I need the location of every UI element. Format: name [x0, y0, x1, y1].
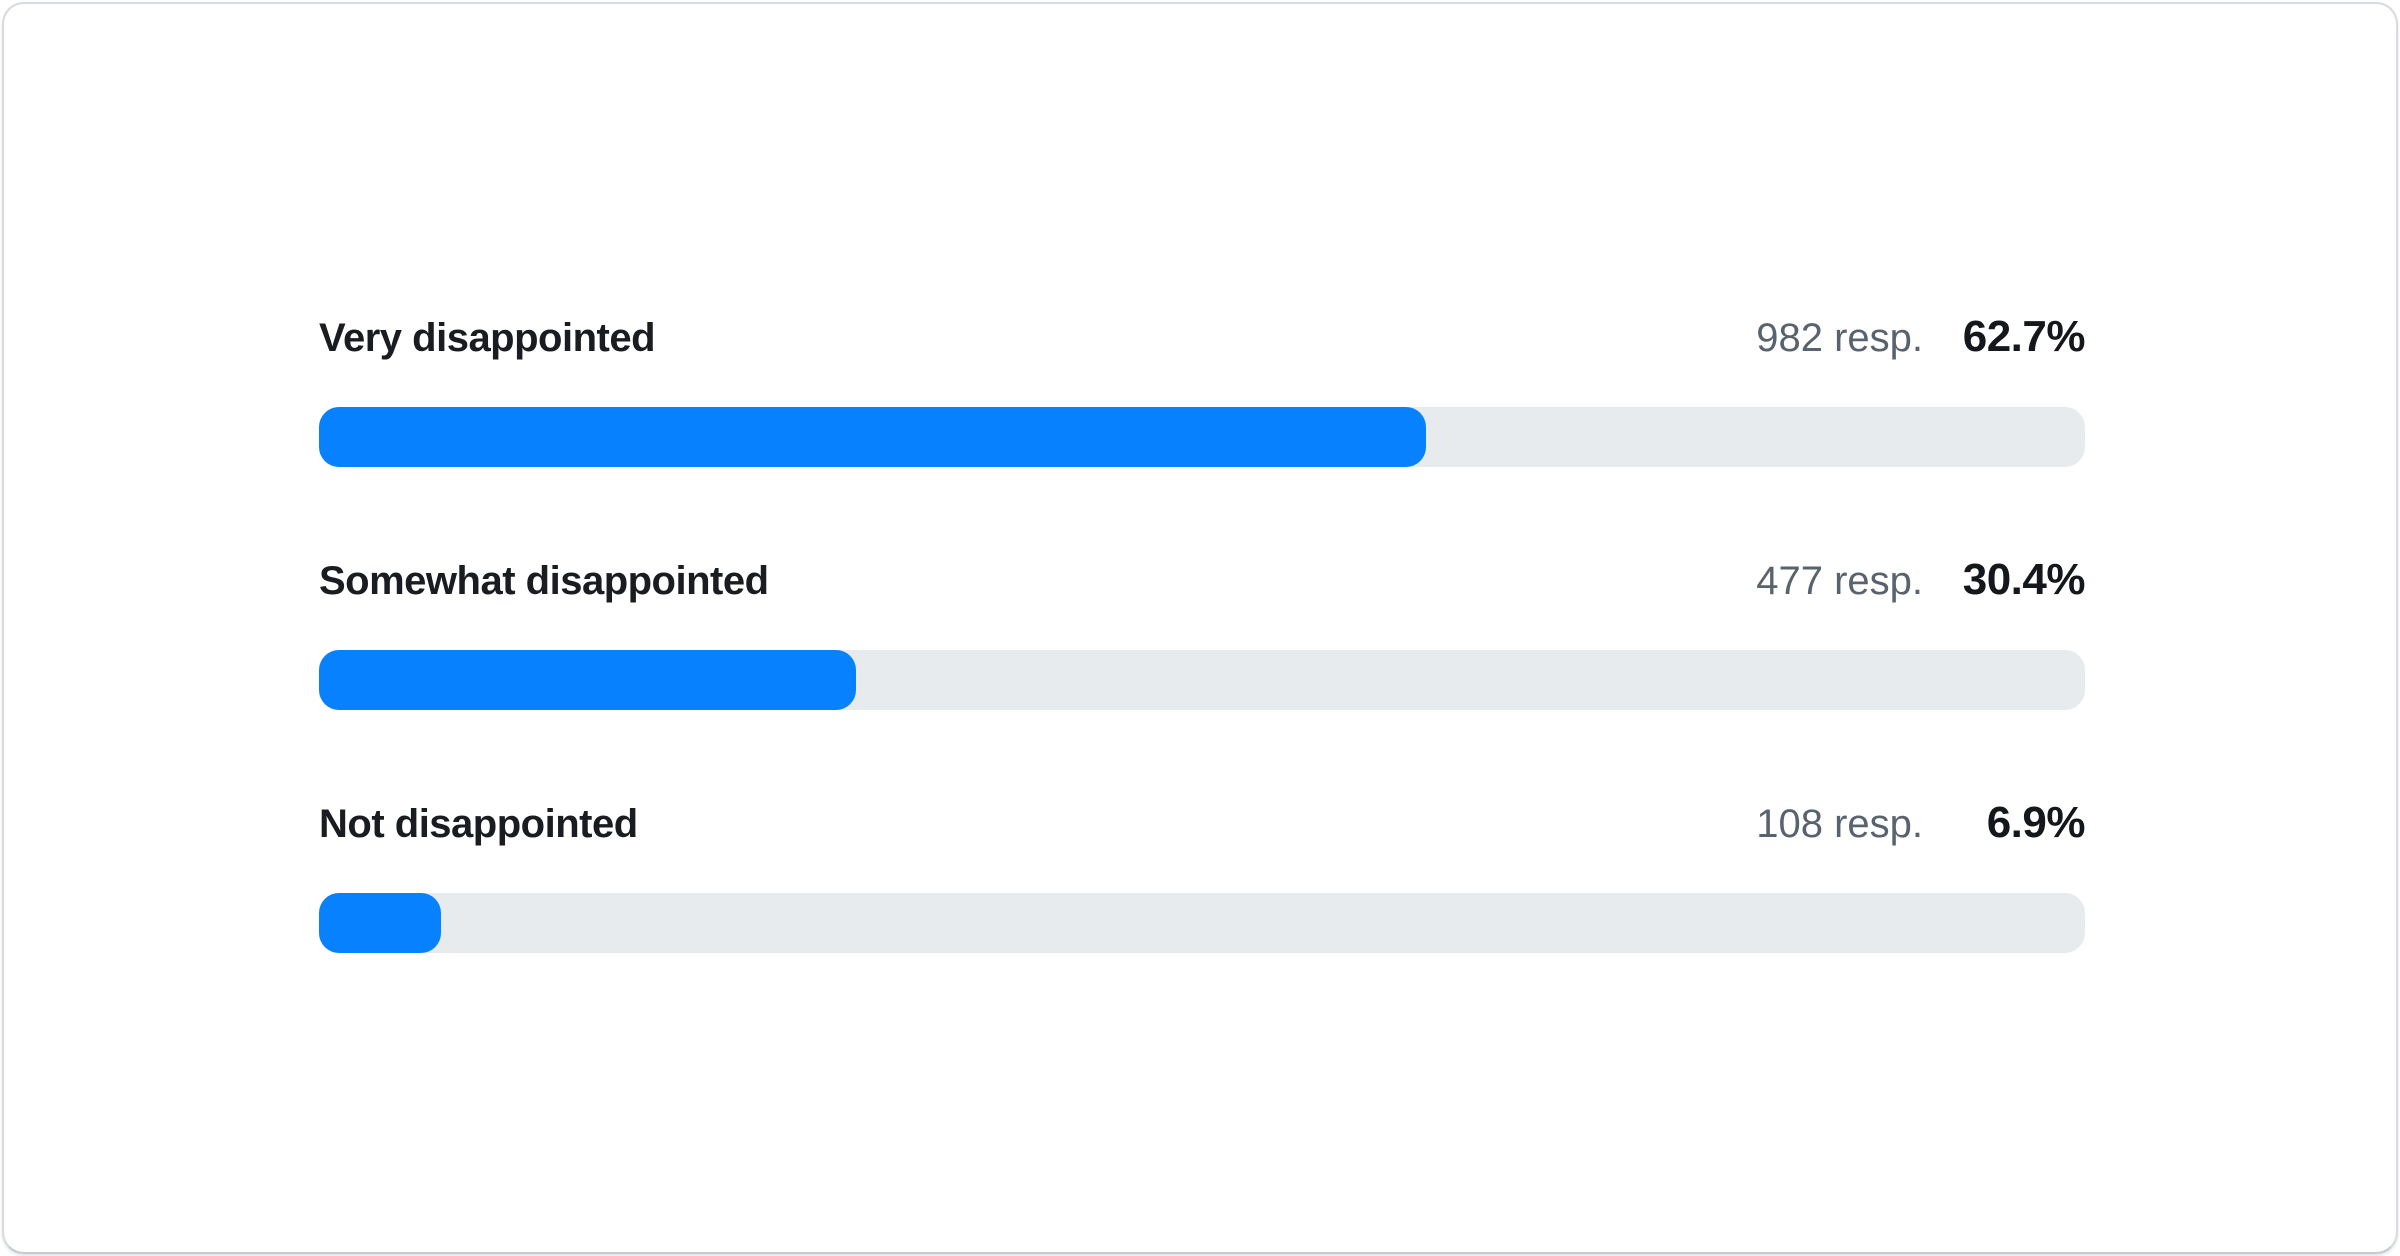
survey-results-list: Very disappointed 982 resp. 62.7% Somewh…	[319, 313, 2086, 953]
percentage-value: 30.4%	[1962, 555, 2086, 604]
row-metrics: 477 resp. 30.4%	[1756, 556, 2085, 605]
answer-label: Very disappointed	[319, 316, 656, 360]
respondent-count: 477 resp.	[1756, 559, 1923, 603]
answer-label: Somewhat disappointed	[319, 559, 769, 603]
percentage-value: 6.9%	[1986, 798, 2086, 847]
bar-track	[319, 650, 2085, 710]
row-metrics: 108 resp. 6.9%	[1756, 799, 2085, 848]
bar-track	[319, 407, 2085, 467]
bar-fill	[319, 650, 856, 710]
row-header: Somewhat disappointed 477 resp. 30.4%	[319, 556, 2086, 605]
row-header: Not disappointed 108 resp. 6.9%	[319, 799, 2086, 848]
answer-label: Not disappointed	[319, 802, 638, 846]
survey-row-very-disappointed: Very disappointed 982 resp. 62.7%	[319, 313, 2086, 467]
respondent-count: 982 resp.	[1756, 316, 1923, 360]
respondent-count: 108 resp.	[1756, 802, 1923, 846]
row-header: Very disappointed 982 resp. 62.7%	[319, 313, 2086, 362]
bar-fill	[319, 893, 441, 953]
survey-row-somewhat-disappointed: Somewhat disappointed 477 resp. 30.4%	[319, 556, 2086, 710]
bar-fill	[319, 407, 1427, 467]
bar-track	[319, 893, 2085, 953]
survey-row-not-disappointed: Not disappointed 108 resp. 6.9%	[319, 799, 2086, 953]
row-metrics: 982 resp. 62.7%	[1756, 313, 2085, 362]
percentage-value: 62.7%	[1962, 312, 2086, 361]
